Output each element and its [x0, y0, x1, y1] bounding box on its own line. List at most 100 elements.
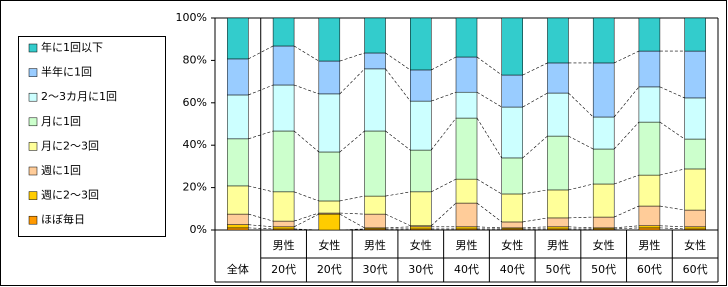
series-connector: [614, 225, 639, 229]
bar-segment: [501, 106, 523, 159]
series-connector: [476, 226, 502, 229]
bar-segment: [455, 17, 478, 58]
bar-segment: [684, 138, 706, 170]
series-connector: [339, 68, 365, 95]
legend-label: 年に1回以下: [41, 40, 103, 54]
bar-segment: [638, 225, 661, 229]
series-connector: [293, 84, 319, 95]
series-connector: [339, 195, 365, 202]
legend-swatch: [28, 191, 38, 200]
series-connector: [339, 212, 365, 215]
bar-segment: [227, 138, 249, 187]
series-connector: [339, 130, 365, 153]
bar-segment: [364, 130, 386, 197]
bar-segment: [455, 91, 478, 119]
series-connector: [248, 213, 274, 222]
bar-segment: [638, 121, 661, 176]
x-tick-label: 女性: [684, 238, 706, 252]
series-connector: [476, 56, 502, 76]
series-connector: [248, 185, 274, 193]
series-connector: [522, 226, 548, 229]
bar-segment: [364, 68, 386, 132]
bar-segment: [227, 227, 249, 231]
series-connector: [659, 168, 685, 176]
bar-segment: [455, 56, 478, 93]
bar-segment: [318, 60, 341, 95]
series-connector: [248, 130, 274, 140]
x-tick-label: 男性: [638, 238, 660, 252]
x-tick-label: 50代: [591, 263, 616, 276]
x-tick-label: 女性: [501, 238, 523, 252]
legend-swatch: [28, 92, 38, 102]
x-tick-label: 20代: [271, 263, 296, 276]
bar-segment: [501, 221, 523, 229]
legend-label: 半年に1回: [41, 65, 92, 79]
legend-label: ほぼ毎日: [41, 213, 85, 226]
series-connector: [614, 205, 640, 218]
x-tick-label: 男性: [273, 238, 295, 252]
x-tick-label: 40代: [454, 263, 479, 276]
bar-segment: [227, 94, 249, 140]
legend-label: 週に2～3回: [41, 189, 99, 202]
bar-segment: [501, 157, 523, 195]
series-connector: [568, 216, 594, 219]
legend-label: 2～3カ月に1回: [41, 90, 117, 103]
series-connector: [385, 68, 411, 102]
series-connector: [293, 130, 320, 153]
series-connector: [522, 217, 548, 223]
bar-segment: [455, 202, 478, 228]
y-tick-label: 20%: [183, 181, 207, 194]
series-connector: [659, 205, 685, 211]
bar-segment: [272, 130, 295, 193]
bar-segment: [501, 193, 523, 223]
bar-segment: [272, 17, 295, 47]
bar-segment: [592, 183, 615, 218]
series-connector: [659, 225, 685, 228]
series-connector: [659, 86, 685, 99]
bar-segment: [410, 69, 432, 102]
bar-segment: [227, 17, 249, 60]
series-connector: [293, 212, 319, 222]
y-tick-label: 100%: [176, 11, 207, 24]
bar-segment: [318, 93, 341, 153]
bar-segment: [501, 17, 523, 76]
series-connector: [431, 202, 457, 226]
y-tick-label: 40%: [183, 138, 207, 151]
bar-segment: [547, 17, 569, 64]
legend-swatch: [28, 68, 38, 77]
bar-segment: [272, 220, 295, 228]
legend-swatch: [28, 142, 38, 151]
series-connector: [659, 227, 685, 230]
series-connector: [614, 50, 640, 64]
bar-segment: [684, 209, 706, 228]
bar-segment: [638, 205, 661, 227]
bar-segment: [318, 17, 341, 62]
series-connector: [431, 117, 457, 151]
bar-segment: [272, 45, 295, 86]
bar-segment: [547, 189, 569, 219]
bar-segment: [684, 50, 706, 99]
x-tick-label: 40代: [500, 263, 525, 276]
series-connector: [385, 213, 411, 227]
series-connector: [613, 121, 640, 150]
bar-segment: [272, 226, 295, 230]
bar-segment: [272, 84, 295, 132]
bar-segment: [547, 226, 569, 230]
bar-segment: [684, 17, 706, 52]
bar-segment: [592, 116, 615, 150]
series-connector: [476, 202, 502, 223]
legend-swatch: [28, 117, 38, 127]
series-connector: [614, 174, 640, 185]
legend-label: 月に1回: [41, 115, 81, 128]
series-connector: [613, 86, 640, 118]
x-tick-label: 男性: [456, 238, 478, 252]
bar-segment: [318, 151, 341, 202]
series-connector: [522, 62, 548, 76]
x-tick-label: 男性: [364, 238, 386, 252]
x-tick-label: 女性: [410, 238, 432, 252]
legend-label: 月に2～3回: [41, 139, 99, 152]
series-connector: [568, 226, 594, 229]
bar-segment: [410, 100, 432, 151]
bar-segment: [592, 17, 615, 64]
